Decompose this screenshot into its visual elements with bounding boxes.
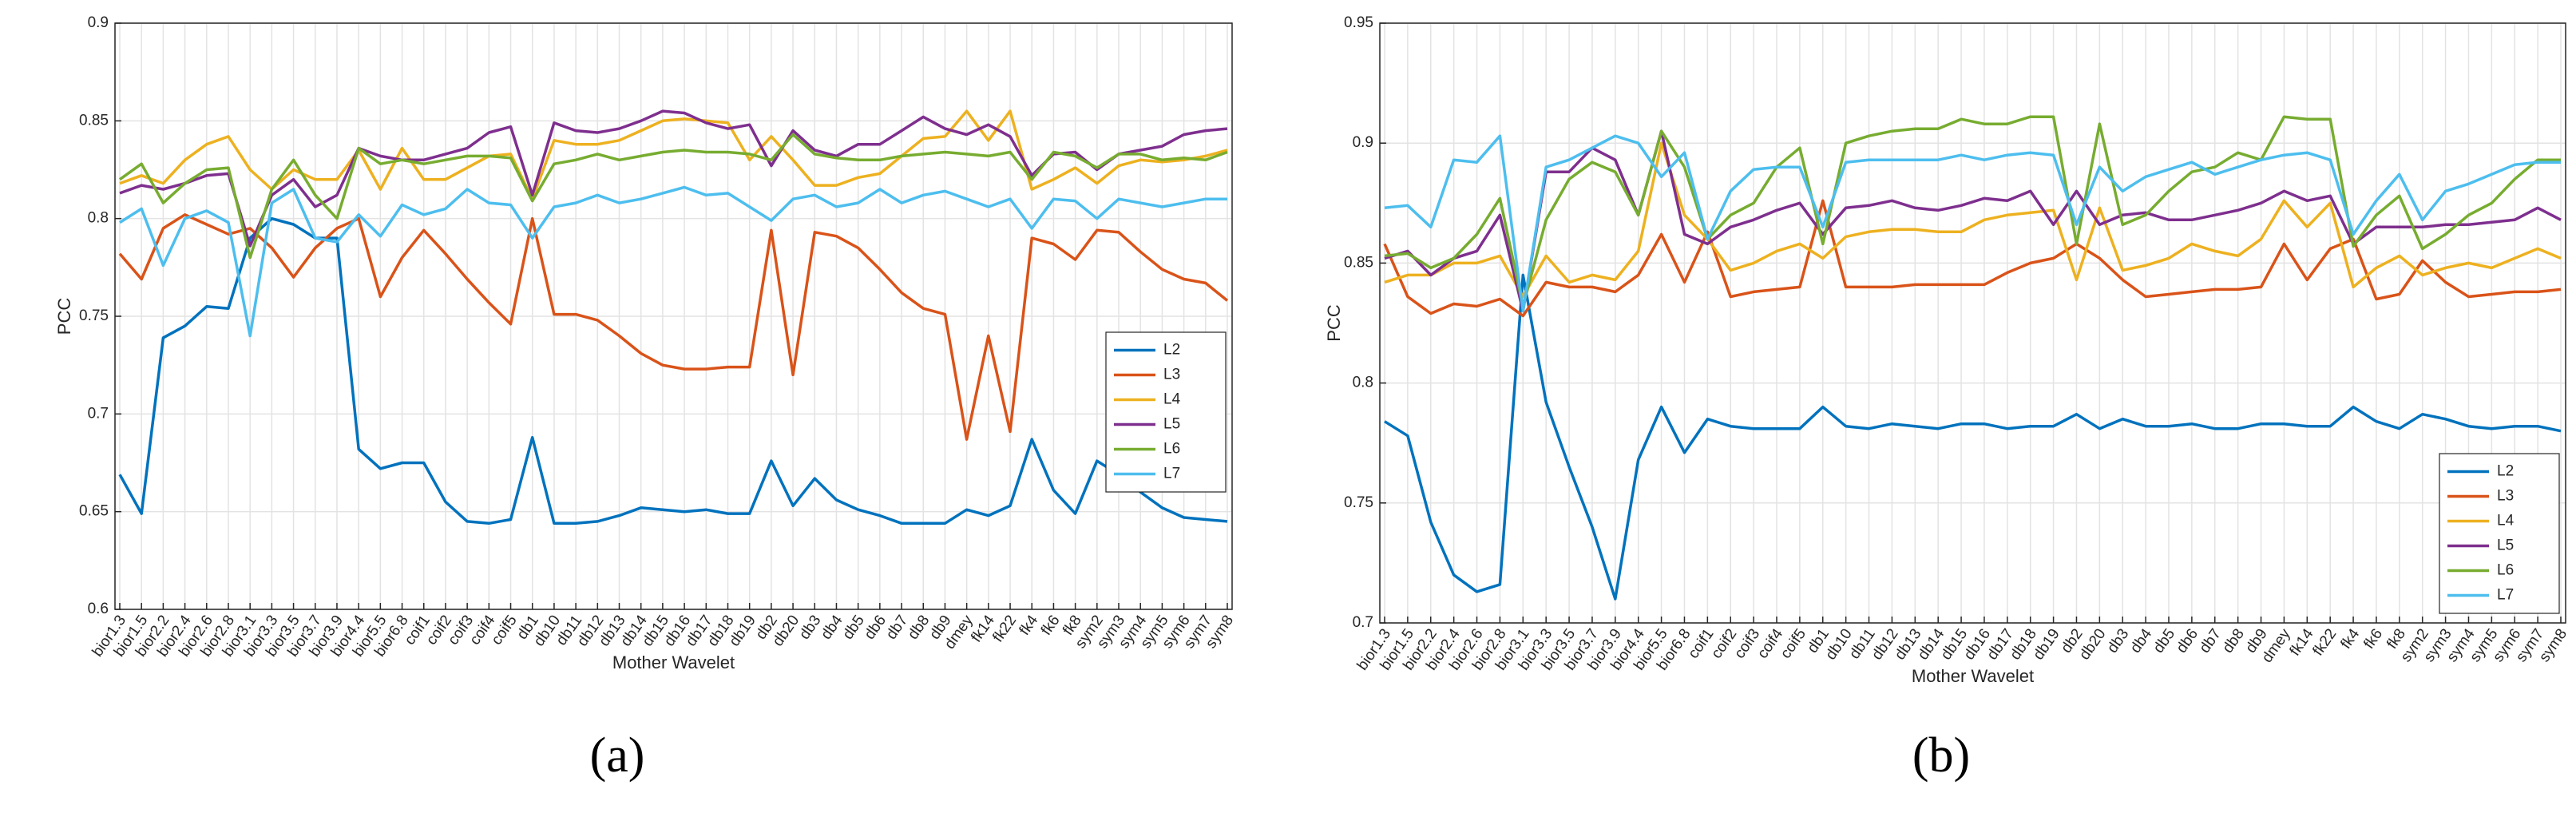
x-axis-label: Mother Wavelet <box>612 652 735 672</box>
x-tick-label: fk4 <box>1017 612 1042 638</box>
x-tick-label: db8 <box>2219 626 2247 656</box>
y-tick-label: 0.9 <box>88 14 109 31</box>
legend-box <box>2439 453 2560 614</box>
series-line <box>1384 141 2562 299</box>
x-tick-label: db4 <box>818 612 846 642</box>
legend-label: L4 <box>2497 513 2515 529</box>
y-axis-label: PCC <box>54 298 74 335</box>
y-tick-label: 0.9 <box>1353 134 1373 151</box>
y-tick-label: 0.65 <box>79 503 109 520</box>
y-tick-label: 0.7 <box>88 405 109 422</box>
y-tick-label: 0.8 <box>88 210 109 227</box>
y-tick-label: 0.85 <box>1344 254 1373 271</box>
series-line <box>1384 115 2561 308</box>
axes-frame <box>114 22 1233 610</box>
legend-label: L7 <box>2497 587 2514 604</box>
y-tick-label: 0.85 <box>79 112 109 129</box>
x-tick-label: db3 <box>796 613 824 643</box>
y-tick-label: 0.75 <box>1344 494 1373 511</box>
x-tick-label: db8 <box>905 613 933 643</box>
plot-area <box>1380 23 2566 623</box>
panel-label: (b) <box>1912 728 1970 783</box>
y-tick-label: 0.7 <box>1353 614 1373 631</box>
x-tick-label: db6 <box>2174 626 2201 656</box>
x-tick-label: fk6 <box>2360 626 2386 652</box>
legend-box <box>1105 331 1227 493</box>
series-line <box>119 109 1228 200</box>
series-line <box>1383 199 2562 318</box>
x-tick-label: coif3 <box>1731 626 1763 662</box>
x-tick-label: fk14 <box>2287 625 2317 659</box>
legend-label: L5 <box>2497 537 2514 554</box>
x-tick-label: fk4 <box>2338 625 2364 652</box>
legend-label: L5 <box>1163 416 1180 433</box>
x-tick-label: fk6 <box>1038 613 1064 639</box>
x-tick-label: db4 <box>2127 625 2156 656</box>
x-tick-label: db7 <box>883 613 911 643</box>
legend-label: L6 <box>2497 562 2514 579</box>
legend-label: L2 <box>1163 342 1180 359</box>
series-line <box>119 185 1227 338</box>
legend-label: L6 <box>1163 441 1180 458</box>
series-line <box>1384 129 2562 313</box>
y-axis-label: PCC <box>1324 304 1344 342</box>
y-tick-label: 0.8 <box>1353 375 1373 391</box>
y-tick-label: 0.95 <box>1344 14 1373 31</box>
legend-label: L4 <box>1163 391 1181 408</box>
legend-label: L7 <box>1163 466 1180 482</box>
legend-label: L3 <box>1163 367 1180 383</box>
x-tick-label: db10 <box>1822 626 1855 664</box>
legend-label: L3 <box>2497 488 2514 505</box>
y-tick-label: 0.6 <box>88 601 109 617</box>
x-tick-label: fk22 <box>2310 626 2340 659</box>
series-line <box>118 133 1228 260</box>
series-line <box>1384 134 2561 313</box>
x-tick-label: db20 <box>2076 626 2109 664</box>
series-line <box>118 213 1229 441</box>
x-tick-label: coif5 <box>1777 626 1809 662</box>
x-tick-label: db7 <box>2197 626 2225 656</box>
y-tick-label: 0.75 <box>79 307 109 324</box>
legend-label: L2 <box>2497 463 2514 480</box>
x-tick-label: db5 <box>2150 626 2178 656</box>
x-tick-label: db3 <box>2104 626 2132 656</box>
x-tick-label: coif1 <box>1685 626 1717 662</box>
x-tick-label: db19 <box>2030 626 2063 664</box>
x-tick-label: coif2 <box>1708 626 1740 662</box>
x-tick-label: db6 <box>862 613 890 643</box>
series-line <box>118 216 1228 525</box>
series-line <box>1384 273 2562 601</box>
panel-label: (a) <box>590 728 645 783</box>
x-tick-label: db5 <box>839 613 867 643</box>
x-axis-label: Mother Wavelet <box>1912 666 2034 686</box>
axes-frame <box>1379 22 2566 624</box>
x-tick-label: coif4 <box>1754 625 1786 661</box>
